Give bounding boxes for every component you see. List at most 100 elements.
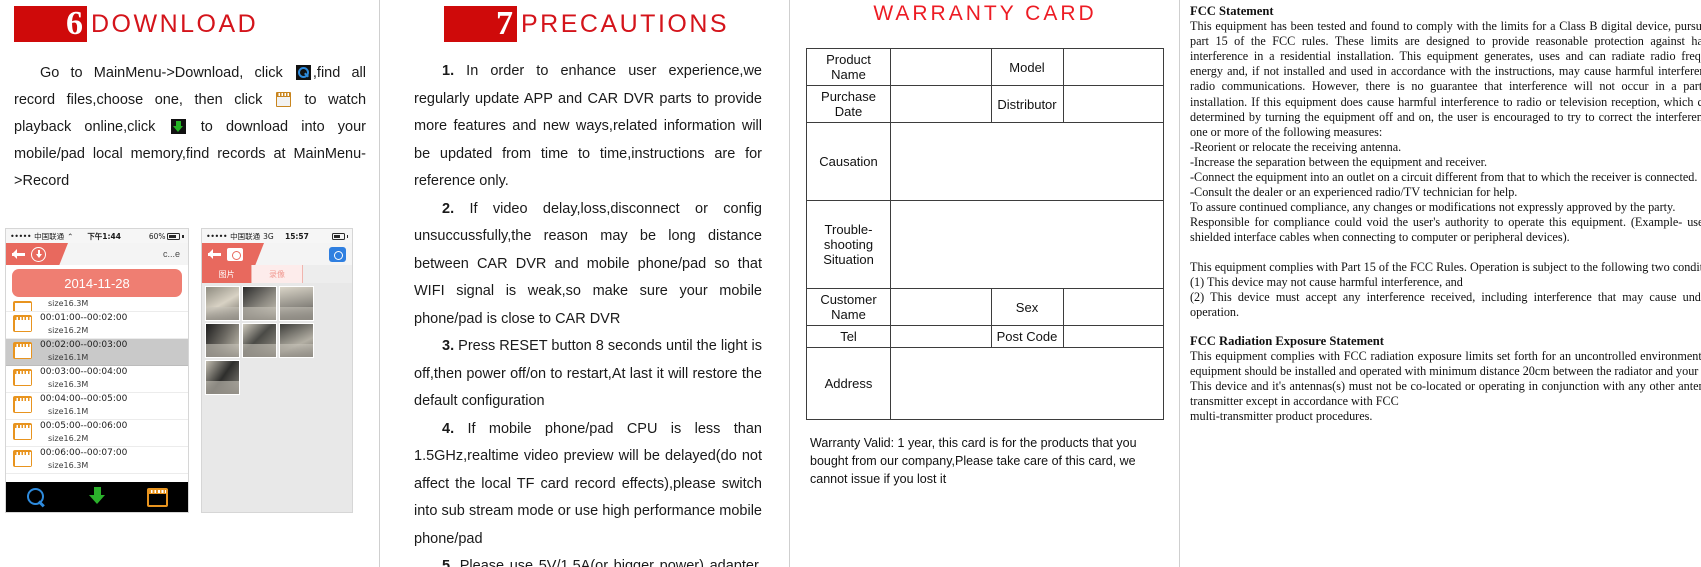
table-row: Address — [806, 347, 1164, 420]
record-film-icon[interactable] — [147, 487, 169, 507]
thumbnail-area — [202, 283, 352, 512]
list-item-title: 00:01:00--00:02:00 — [40, 313, 128, 323]
thumbnail-image[interactable] — [279, 286, 314, 321]
signal-dots-icon: ••••• — [206, 231, 228, 241]
tab-record[interactable] — [127, 487, 188, 507]
record-film-icon — [275, 92, 291, 107]
precaution-number: 2. — [442, 200, 455, 217]
precaution-number: 1. — [442, 63, 455, 79]
thumbnail-image[interactable] — [205, 323, 240, 358]
camera-icon[interactable] — [227, 247, 243, 261]
wifi-icon: ⌃ — [67, 231, 74, 241]
section-header-precautions: 7 PRECAUTIONS — [444, 6, 790, 42]
tab-search[interactable] — [6, 487, 67, 507]
cell-value-product-name[interactable] — [890, 48, 992, 86]
nav-bar: c...e — [6, 243, 188, 265]
file-list: size16.3M 00:01:00--00:02:00 size16.2M — [6, 298, 188, 474]
list-item[interactable]: size16.3M — [6, 298, 188, 312]
phone-screenshot-gallery: ••••• 中国联通 3G 15:57 — [201, 228, 353, 513]
precaution-text: If mobile phone/pad CPU is less than 1.5… — [414, 420, 762, 547]
cell-label-purchase-date: Purchase Date — [806, 85, 891, 123]
cell-label-tel: Tel — [806, 325, 891, 348]
fcc-paragraph-6: This device and it's antennas(s) must no… — [1190, 379, 1701, 409]
precaution-item: 3. Press RESET button 8 seconds until th… — [414, 333, 762, 416]
download-circle-icon[interactable] — [31, 246, 46, 262]
cell-label-product-name: Product Name — [806, 48, 891, 86]
fcc-body: FCC Statement This equipment has been te… — [1190, 4, 1701, 424]
cell-value-address[interactable] — [890, 347, 1164, 420]
list-item[interactable]: 00:06:00--00:07:00 size16.3M — [6, 447, 188, 474]
list-item[interactable]: 00:01:00--00:02:00 size16.2M — [6, 312, 188, 339]
list-item[interactable]: 00:05:00--00:06:00 size16.2M — [6, 420, 188, 447]
column-fcc: FCC Statement This equipment has been te… — [1180, 0, 1701, 567]
list-item-texts: 00:01:00--00:02:00 size16.2M — [40, 312, 127, 337]
date-banner[interactable]: 2014-11-28 — [12, 269, 182, 297]
cell-value-distributor[interactable] — [1062, 85, 1164, 123]
warranty-note: Warranty Valid: 1 year, this card is for… — [810, 436, 1137, 486]
tab-other[interactable] — [302, 265, 352, 283]
nav-left-group[interactable] — [202, 243, 264, 265]
precaution-item: 5. Please use 5V/1,5A(or bigger power) a… — [414, 553, 762, 567]
list-item-title: 00:05:00--00:06:00 — [40, 421, 128, 431]
cell-value-customer-name[interactable] — [890, 288, 992, 326]
cell-value-sex[interactable] — [1062, 288, 1164, 326]
fcc-bullet: -Consult the dealer or an experienced ra… — [1190, 185, 1518, 200]
precaution-number: 4. — [442, 420, 455, 437]
phone-screenshot-download-list: ••••• 中国联通 ⌃ 下午1:44 60% c...e — [5, 228, 189, 513]
cell-label-customer-name: Customer Name — [806, 288, 891, 326]
cell-label-distributor: Distributor — [990, 85, 1064, 123]
fcc-paragraph-4: This equipment complies with Part 15 of … — [1190, 259, 1701, 274]
capture-button[interactable] — [329, 246, 346, 262]
download-instructions: Go to MainMenu->Download, click ,find al… — [14, 60, 366, 195]
download-arrow-icon — [170, 119, 186, 134]
cell-value-purchase-date[interactable] — [890, 85, 992, 123]
battery-indicator — [331, 232, 348, 240]
thumbnail-image[interactable] — [242, 323, 277, 358]
cell-label-causation: Causation — [806, 122, 891, 201]
thumbnail-image[interactable] — [205, 360, 240, 395]
battery-percent: 60% — [148, 231, 166, 241]
cell-value-tel[interactable] — [890, 325, 992, 348]
battery-indicator: 60% — [149, 232, 184, 241]
thumbnail-image[interactable] — [242, 286, 277, 321]
list-item[interactable]: 00:04:00--00:05:00 size16.1M — [6, 393, 188, 420]
precaution-text: In order to enhance user experience,we r… — [414, 63, 762, 189]
list-item[interactable]: 00:03:00--00:04:00 size16.3M — [6, 366, 188, 393]
fcc-paragraph-7: multi-transmitter product procedures. — [1190, 409, 1373, 424]
cell-label-model: Model — [990, 48, 1064, 86]
fcc-condition-2: (2) This device must accept any interfer… — [1190, 289, 1701, 319]
cell-value-model[interactable] — [1062, 48, 1164, 86]
signal-dots-icon: ••••• — [10, 231, 32, 241]
warranty-title: WARRANTY CARD — [873, 2, 1097, 25]
section-title: PRECAUTIONS — [521, 9, 730, 38]
table-row: Customer Name Sex — [806, 288, 1164, 326]
cell-value-post-code[interactable] — [1062, 325, 1164, 348]
fcc-heading-statement: FCC Statement — [1190, 4, 1274, 18]
back-arrow-icon[interactable] — [208, 248, 223, 260]
column-warranty: WARRANTY CARD Product Name Model Purchas… — [790, 0, 1180, 567]
list-item[interactable]: 00:02:00--00:03:00 size16.1M — [6, 339, 188, 366]
carrier-label: 中国联通 — [230, 231, 261, 241]
film-icon — [13, 369, 32, 386]
tab-videos[interactable]: 录像 — [252, 265, 303, 283]
cell-label-sex: Sex — [990, 288, 1064, 326]
search-icon[interactable] — [26, 487, 46, 507]
thumbnail-image[interactable] — [205, 286, 240, 321]
nav-left-group[interactable] — [6, 243, 68, 265]
fcc-paragraph-3: Responsible for compliance could void th… — [1190, 215, 1701, 245]
battery-icon — [167, 232, 181, 240]
tab-photos[interactable]: 图片 — [202, 265, 253, 283]
back-arrow-icon[interactable] — [12, 248, 27, 260]
column-divider-3 — [1179, 0, 1180, 567]
nav-right-label[interactable]: c...e — [162, 249, 180, 259]
cell-value-troubleshooting[interactable] — [890, 200, 1164, 289]
tab-download[interactable] — [67, 487, 128, 507]
thumbnail-image[interactable] — [279, 323, 314, 358]
download-text-part-1: Go to MainMenu->Download, click — [40, 65, 283, 81]
fcc-bullet: -Connect the equipment into an outlet on… — [1190, 170, 1698, 185]
download-arrow-icon[interactable] — [88, 487, 106, 507]
list-item-title: 00:04:00--00:05:00 — [40, 394, 128, 404]
table-row: Product Name Model — [806, 48, 1164, 86]
film-icon — [13, 396, 32, 413]
cell-value-causation[interactable] — [890, 122, 1164, 201]
